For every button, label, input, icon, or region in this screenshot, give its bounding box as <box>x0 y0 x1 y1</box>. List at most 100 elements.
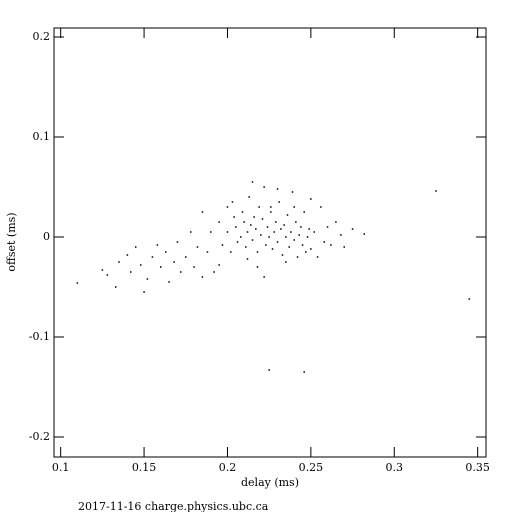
point <box>246 231 249 233</box>
x-tick-label: 0.35 <box>465 461 490 474</box>
point <box>303 371 305 373</box>
point <box>250 224 252 226</box>
point <box>301 244 304 246</box>
point <box>290 231 292 233</box>
y-tick-label: -0.1 <box>29 330 50 343</box>
point <box>280 228 282 230</box>
point <box>265 244 267 246</box>
point <box>218 221 220 223</box>
point <box>146 278 149 280</box>
point <box>288 246 290 248</box>
point <box>313 231 315 233</box>
point <box>118 261 120 263</box>
point <box>281 254 284 256</box>
point <box>233 216 235 218</box>
point <box>159 266 162 268</box>
point <box>326 226 329 228</box>
point <box>335 221 337 223</box>
point <box>251 239 254 241</box>
point <box>305 251 307 253</box>
point <box>271 248 274 250</box>
point <box>156 244 159 246</box>
point <box>276 188 279 190</box>
point <box>285 236 287 238</box>
point <box>258 206 260 208</box>
point <box>221 244 224 246</box>
point <box>273 231 275 233</box>
point <box>330 244 332 246</box>
point <box>256 251 259 253</box>
y-tick-label: -0.2 <box>29 430 50 443</box>
point <box>231 201 234 203</box>
point <box>255 228 257 230</box>
point <box>278 201 280 203</box>
point <box>323 241 325 243</box>
point <box>201 276 204 278</box>
point <box>230 251 232 253</box>
plot-frame <box>53 27 487 458</box>
point <box>176 241 179 243</box>
point <box>268 369 270 371</box>
point <box>129 271 132 273</box>
point <box>468 298 471 300</box>
point <box>134 246 137 248</box>
point <box>295 221 297 223</box>
point <box>240 236 242 238</box>
footer: 2017-11-16 charge.physics.ubc.ca <box>78 500 269 512</box>
point <box>246 258 249 260</box>
point <box>316 256 319 258</box>
point <box>310 198 312 200</box>
point <box>143 291 145 293</box>
point <box>236 241 239 243</box>
point <box>251 181 254 183</box>
point <box>343 246 345 248</box>
point <box>76 282 79 284</box>
point <box>291 191 294 193</box>
point <box>245 246 247 248</box>
x-tick-label: 0.25 <box>299 461 324 474</box>
point <box>340 234 342 236</box>
point <box>303 211 305 213</box>
point <box>268 236 270 238</box>
point <box>151 256 154 258</box>
point <box>276 241 279 243</box>
y-tick-label: 0.1 <box>33 130 51 143</box>
point <box>296 256 299 258</box>
point <box>213 271 215 273</box>
point <box>293 206 295 208</box>
point <box>226 206 229 208</box>
point <box>435 190 437 192</box>
point <box>201 211 204 213</box>
point <box>206 251 209 253</box>
point <box>285 261 287 263</box>
x-tick-label: 0.2 <box>219 461 237 474</box>
point <box>114 286 117 288</box>
point <box>260 234 262 236</box>
point <box>263 186 265 188</box>
point <box>126 254 129 256</box>
y-axis-label: offset (ms) <box>5 212 18 271</box>
point <box>106 274 109 276</box>
y-tick-label: 0.2 <box>33 30 51 43</box>
point <box>283 224 285 226</box>
point <box>275 221 277 223</box>
point <box>263 276 265 278</box>
point <box>306 236 309 238</box>
point <box>173 261 175 263</box>
point <box>261 218 264 220</box>
point <box>293 239 295 241</box>
y-tick-label: 0 <box>43 230 50 243</box>
point <box>300 226 302 228</box>
point <box>180 271 182 273</box>
point <box>139 264 142 266</box>
point <box>235 226 237 228</box>
point <box>243 221 245 223</box>
point <box>190 231 192 233</box>
point <box>196 246 199 248</box>
point <box>270 211 272 213</box>
point <box>310 248 312 250</box>
point <box>286 214 289 216</box>
point <box>193 266 195 268</box>
point <box>101 269 104 271</box>
